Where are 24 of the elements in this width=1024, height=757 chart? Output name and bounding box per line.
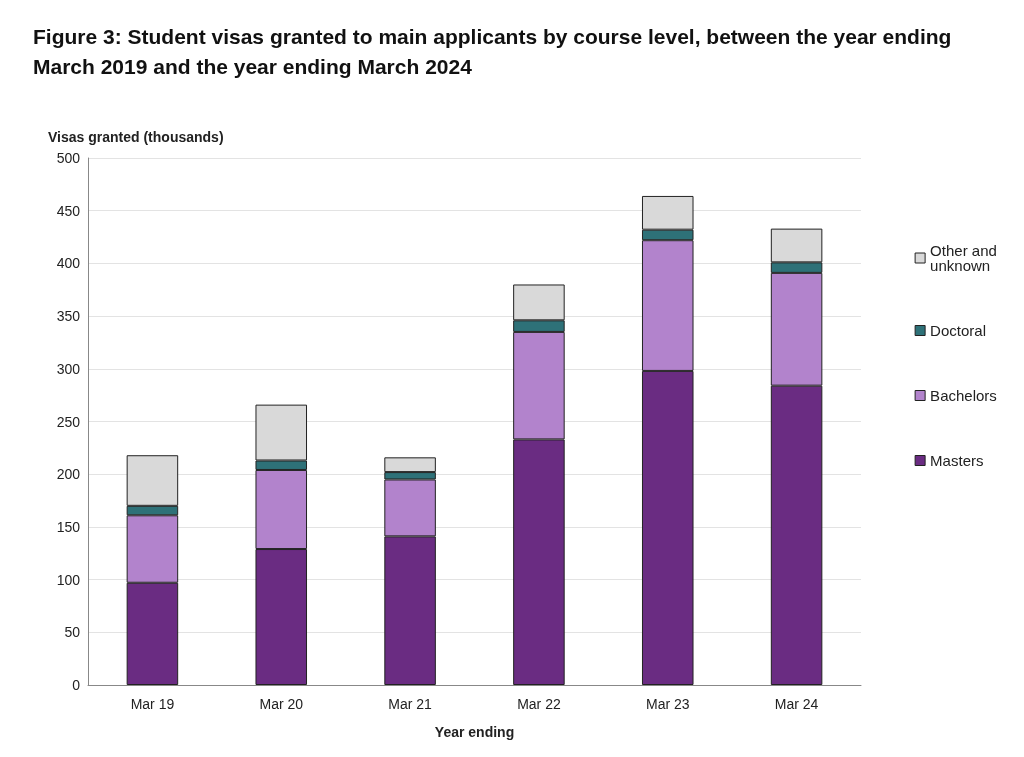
- legend-label: Doctoral: [930, 322, 986, 339]
- y-axis-title: Visas granted (thousands): [48, 129, 224, 145]
- legend-label: Bachelors: [930, 387, 997, 404]
- y-tick-label: 150: [56, 518, 81, 535]
- x-tick-label: Mar 24: [774, 696, 819, 712]
- y-tick-label: 350: [56, 308, 81, 325]
- y-tick-label: 100: [56, 571, 81, 588]
- x-axis-title: Year ending: [434, 724, 515, 740]
- chart-title: Figure 3: Student visas granted to main applicants by course level, between the year ending March 2019 and the year ending March 2024: [33, 24, 958, 78]
- x-tick-label: Mar 21: [388, 696, 433, 712]
- x-tick-label: Mar 22: [517, 696, 561, 712]
- legend-label: Masters: [930, 452, 984, 469]
- x-tick-label: Mar 23: [645, 696, 690, 712]
- x-tick-label: Mar 19: [130, 696, 175, 712]
- y-tick-label: 400: [56, 255, 81, 272]
- y-tick-label: 50: [64, 624, 81, 641]
- legend-label: Other and unknown: [930, 242, 1002, 274]
- y-tick-label: 250: [56, 413, 81, 430]
- y-tick-label: 450: [56, 202, 81, 219]
- y-tick-label: 0: [72, 677, 81, 693]
- y-tick-label: 300: [56, 360, 81, 377]
- x-tick-label: Mar 20: [259, 696, 304, 712]
- y-tick-label: 200: [56, 466, 81, 483]
- y-tick-label: 500: [56, 150, 81, 166]
